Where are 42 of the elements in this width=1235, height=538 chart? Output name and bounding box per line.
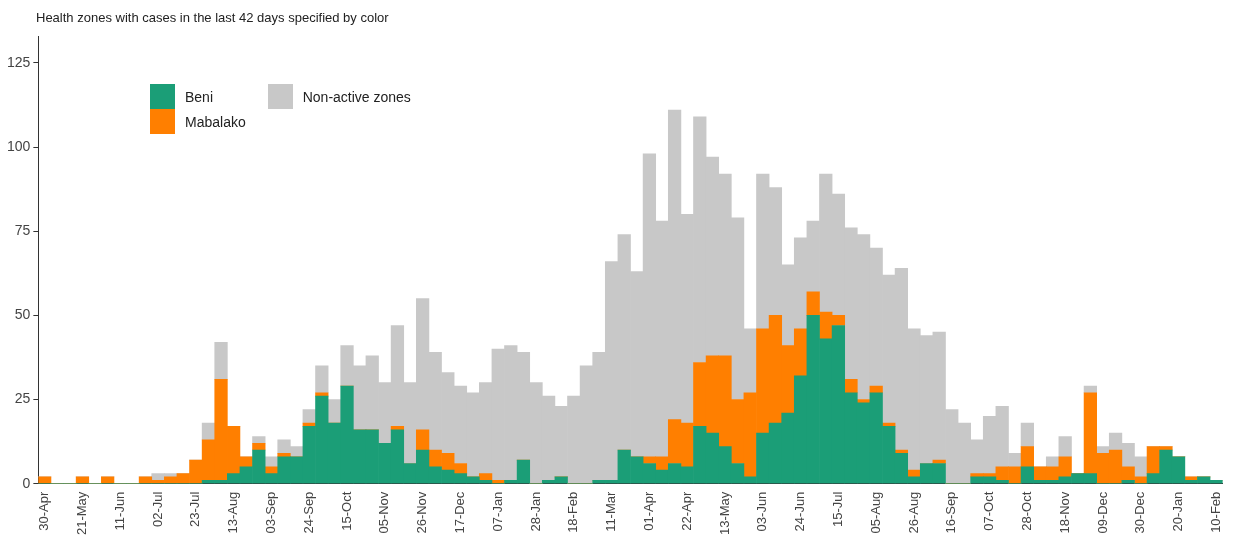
- y-tick-label: 0: [22, 474, 31, 491]
- x-tick-label: 21-May: [74, 491, 90, 536]
- x-tick-label: 11-Jun: [111, 491, 127, 531]
- x-tick-label: 09-Dec: [1094, 491, 1110, 534]
- x-tick-label: 30-Apr: [36, 490, 52, 531]
- y-tick-label: 125: [7, 53, 31, 70]
- x-tick-label: 02-Jul: [149, 491, 165, 528]
- x-tick-label: 15-Oct: [338, 491, 354, 531]
- x-tick-label: 10-Feb: [1207, 491, 1223, 533]
- x-tick-label: 20-Jan: [1170, 491, 1186, 532]
- x-tick-label: 05-Nov: [376, 491, 392, 534]
- x-tick-label: 23-Jul: [187, 491, 203, 528]
- x-tick-label: 03-Jun: [754, 491, 770, 532]
- y-tick-label: 100: [7, 137, 31, 154]
- y-tick-label: 25: [14, 390, 31, 407]
- x-tick-label: 13-Aug: [225, 491, 241, 534]
- x-tick-label: 28-Oct: [1018, 491, 1034, 531]
- x-tick-label: 11-Mar: [603, 490, 619, 532]
- y-tick-label: 75: [14, 222, 31, 239]
- x-tick-label: 24-Sep: [300, 491, 316, 534]
- y-tick-label: 50: [14, 306, 31, 323]
- x-tick-label: 13-May: [716, 491, 732, 536]
- x-tick-label: 07-Oct: [981, 491, 997, 531]
- x-tick-label: 26-Aug: [905, 491, 921, 534]
- x-tick-label: 03-Sep: [263, 491, 279, 534]
- x-tick-label: 07-Jan: [489, 491, 505, 532]
- x-tick-label: 17-Dec: [452, 491, 467, 534]
- legend-label: Mabalako: [185, 113, 246, 130]
- chart-title: Health zones with cases in the last 42 days specified by color: [36, 10, 389, 25]
- x-tick-label: 01-Apr: [640, 490, 656, 531]
- x-tick-label: 28-Jan: [527, 491, 543, 532]
- x-tick-label: 26-Nov: [414, 491, 430, 534]
- x-tick-label: 30-Dec: [1132, 491, 1148, 534]
- x-tick-label: 24-Jun: [792, 491, 808, 532]
- x-tick-label: 18-Feb: [565, 491, 581, 533]
- x-tick-label: 22-Apr: [678, 490, 694, 531]
- x-tick-label: 05-Aug: [867, 491, 883, 534]
- x-tick-label: 16-Sep: [943, 491, 959, 534]
- x-tick-label: 15-Jul: [829, 491, 845, 528]
- legend-label: Beni: [185, 88, 214, 105]
- x-tick-label: 18-Nov: [1056, 491, 1072, 534]
- legend-label: Non-active zones: [302, 88, 411, 105]
